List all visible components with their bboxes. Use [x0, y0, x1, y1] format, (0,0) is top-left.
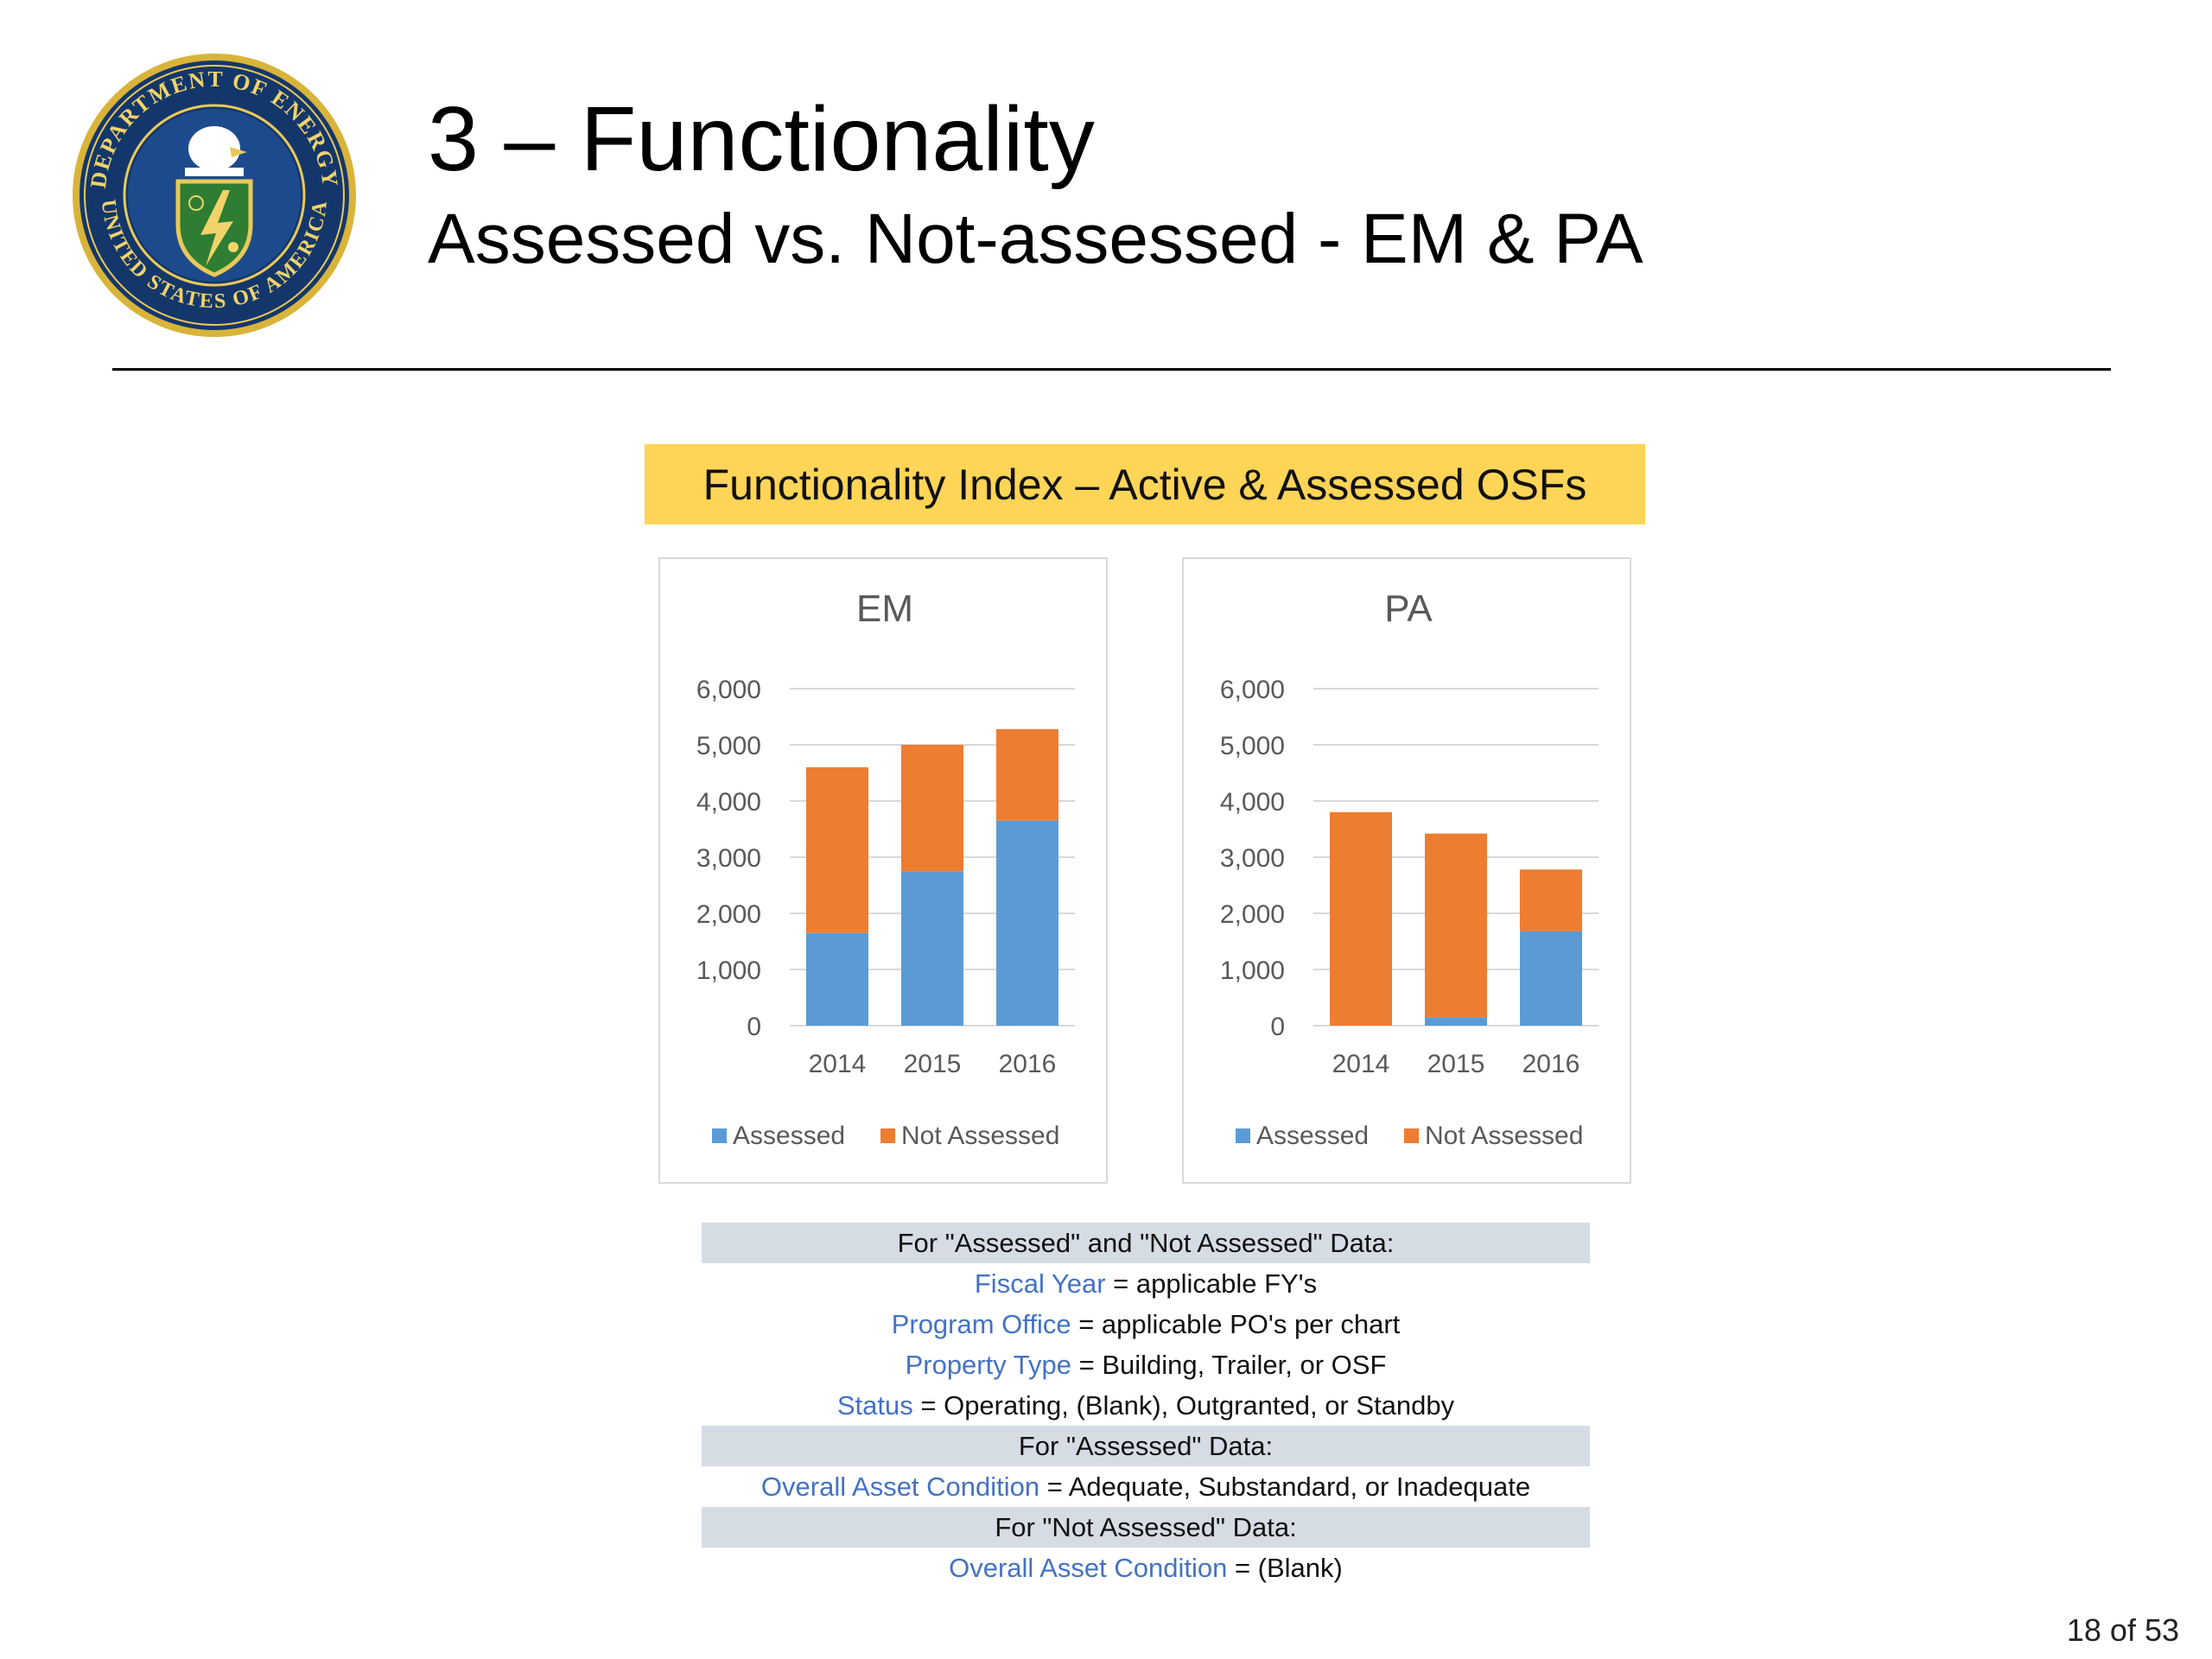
- y-tick-label: 6,000: [696, 676, 761, 704]
- y-tick-label: 3,000: [1220, 844, 1285, 873]
- legend-swatch-not-assessed: [1404, 1128, 1419, 1143]
- x-tick-label: 2016: [999, 1050, 1057, 1078]
- criteria-key: Status: [836, 1389, 913, 1421]
- slide-subtitle: Assessed vs. Not-assessed - EM & PA: [428, 200, 1643, 278]
- pa-chart: PA 0 1,000 2,000 3,000 4,000 5,000 6,000 2014 2…: [1182, 557, 1631, 1184]
- y-tick-label: 3,000: [696, 844, 761, 873]
- criteria-row: Property Type = Building, Trailer, or OS…: [702, 1344, 1590, 1385]
- criteria-value: = Building, Trailer, or OSF: [1071, 1349, 1387, 1380]
- criteria-section-header: For "Not Assessed" Data:: [702, 1507, 1590, 1548]
- y-tick-label: 0: [1270, 1013, 1285, 1041]
- pa-chart-svg: PA 0 1,000 2,000 3,000 4,000 5,000 6,000 2014 2…: [1220, 588, 1599, 1150]
- slide-title: 3 – Functionality: [428, 88, 1095, 190]
- bar-not-assessed-2014: [1330, 812, 1392, 1026]
- criteria-section-header-text: For "Not Assessed" Data:: [995, 1511, 1297, 1542]
- bar-assessed-2016: [996, 820, 1058, 1026]
- x-tick-label: 2014: [1332, 1050, 1390, 1078]
- legend-label-assessed: Assessed: [733, 1122, 845, 1150]
- criteria-key: Overall Asset Condition: [949, 1552, 1228, 1583]
- y-tick-label: 5,000: [696, 732, 761, 760]
- criteria-section-header: For "Assessed" and "Not Assessed" Data:: [702, 1223, 1590, 1263]
- criteria-key: Fiscal Year: [974, 1268, 1106, 1299]
- chart-title: PA: [1384, 588, 1433, 630]
- legend-swatch-assessed: [1236, 1128, 1250, 1143]
- x-tick-label: 2015: [904, 1050, 962, 1078]
- criteria-row: Fiscal Year = applicable FY's: [702, 1263, 1590, 1304]
- y-tick-label: 4,000: [1220, 788, 1285, 817]
- em-chart: EM 0 1,000 2,000 3,000 4,000 5,000 6,000 2014 2…: [658, 557, 1108, 1184]
- bar-assessed-2015: [901, 871, 963, 1026]
- criteria-row: Status = Operating, (Blank), Outgranted,…: [702, 1385, 1590, 1426]
- em-chart-svg: EM 0 1,000 2,000 3,000 4,000 5,000 6,000 2014 2…: [696, 588, 1075, 1150]
- bar-not-assessed-2016: [996, 728, 1058, 821]
- criteria-value: = Adequate, Substandard, or Inadequate: [1039, 1471, 1531, 1502]
- criteria-key: Program Office: [891, 1308, 1071, 1339]
- chart-legend: Assessed Not Assessed: [1236, 1122, 1583, 1150]
- chart-banner: Functionality Index – Active & Assessed …: [645, 444, 1645, 524]
- criteria-value: = Operating, (Blank), Outgranted, or Sta…: [912, 1389, 1455, 1421]
- criteria-section-header-text: For "Assessed" Data:: [1018, 1430, 1274, 1461]
- criteria-row: Overall Asset Condition = Adequate, Subs…: [702, 1466, 1590, 1507]
- y-tick-label: 4,000: [696, 788, 761, 817]
- criteria-row: Program Office = applicable PO's per cha…: [702, 1304, 1590, 1344]
- chart-title: EM: [856, 588, 913, 630]
- y-tick-label: 2,000: [696, 900, 761, 929]
- chart-legend: Assessed Not Assessed: [712, 1122, 1059, 1150]
- bar-not-assessed-2016: [1520, 869, 1582, 931]
- x-tick-label: 2015: [1427, 1050, 1485, 1078]
- legend-label-not-assessed: Not Assessed: [901, 1122, 1059, 1150]
- page-number: 18 of 53: [2066, 1612, 2179, 1648]
- y-tick-label: 5,000: [1220, 732, 1285, 760]
- criteria-section-header: For "Assessed" Data:: [702, 1426, 1590, 1466]
- y-tick-label: 1,000: [1220, 957, 1285, 985]
- x-tick-label: 2014: [809, 1050, 867, 1078]
- legend-label-assessed: Assessed: [1256, 1122, 1369, 1150]
- criteria-table: For "Assessed" and "Not Assessed" Data: …: [702, 1223, 1590, 1588]
- legend-swatch-not-assessed: [880, 1128, 895, 1143]
- criteria-value: = applicable FY's: [1105, 1268, 1318, 1299]
- y-tick-label: 0: [747, 1013, 761, 1041]
- bar-assessed-2016: [1520, 931, 1582, 1026]
- criteria-section-header-text: For "Assessed" and "Not Assessed" Data:: [897, 1227, 1395, 1258]
- bar-assessed-2015: [1425, 1017, 1487, 1026]
- bar-not-assessed-2014: [806, 767, 868, 933]
- legend-swatch-assessed: [712, 1128, 727, 1143]
- x-tick-label: 2016: [1522, 1050, 1580, 1078]
- bar-not-assessed-2015: [1425, 833, 1487, 1018]
- criteria-value: = (Blank): [1227, 1552, 1343, 1583]
- y-tick-label: 1,000: [696, 957, 761, 985]
- legend-label-not-assessed: Not Assessed: [1425, 1122, 1583, 1150]
- doe-seal-logo: DEPARTMENT OF ENERGY UNITED STATES OF AM…: [71, 52, 358, 339]
- criteria-row: Overall Asset Condition = (Blank): [702, 1548, 1590, 1588]
- header-divider: [112, 368, 2111, 371]
- y-tick-label: 6,000: [1220, 676, 1285, 704]
- criteria-key: Property Type: [905, 1349, 1071, 1380]
- bar-not-assessed-2015: [901, 745, 963, 872]
- chart-banner-label: Functionality Index – Active & Assessed …: [702, 460, 1587, 509]
- criteria-key: Overall Asset Condition: [760, 1471, 1040, 1502]
- criteria-value: = applicable PO's per chart: [1071, 1308, 1401, 1339]
- bar-assessed-2014: [806, 932, 868, 1026]
- y-tick-label: 2,000: [1220, 900, 1285, 929]
